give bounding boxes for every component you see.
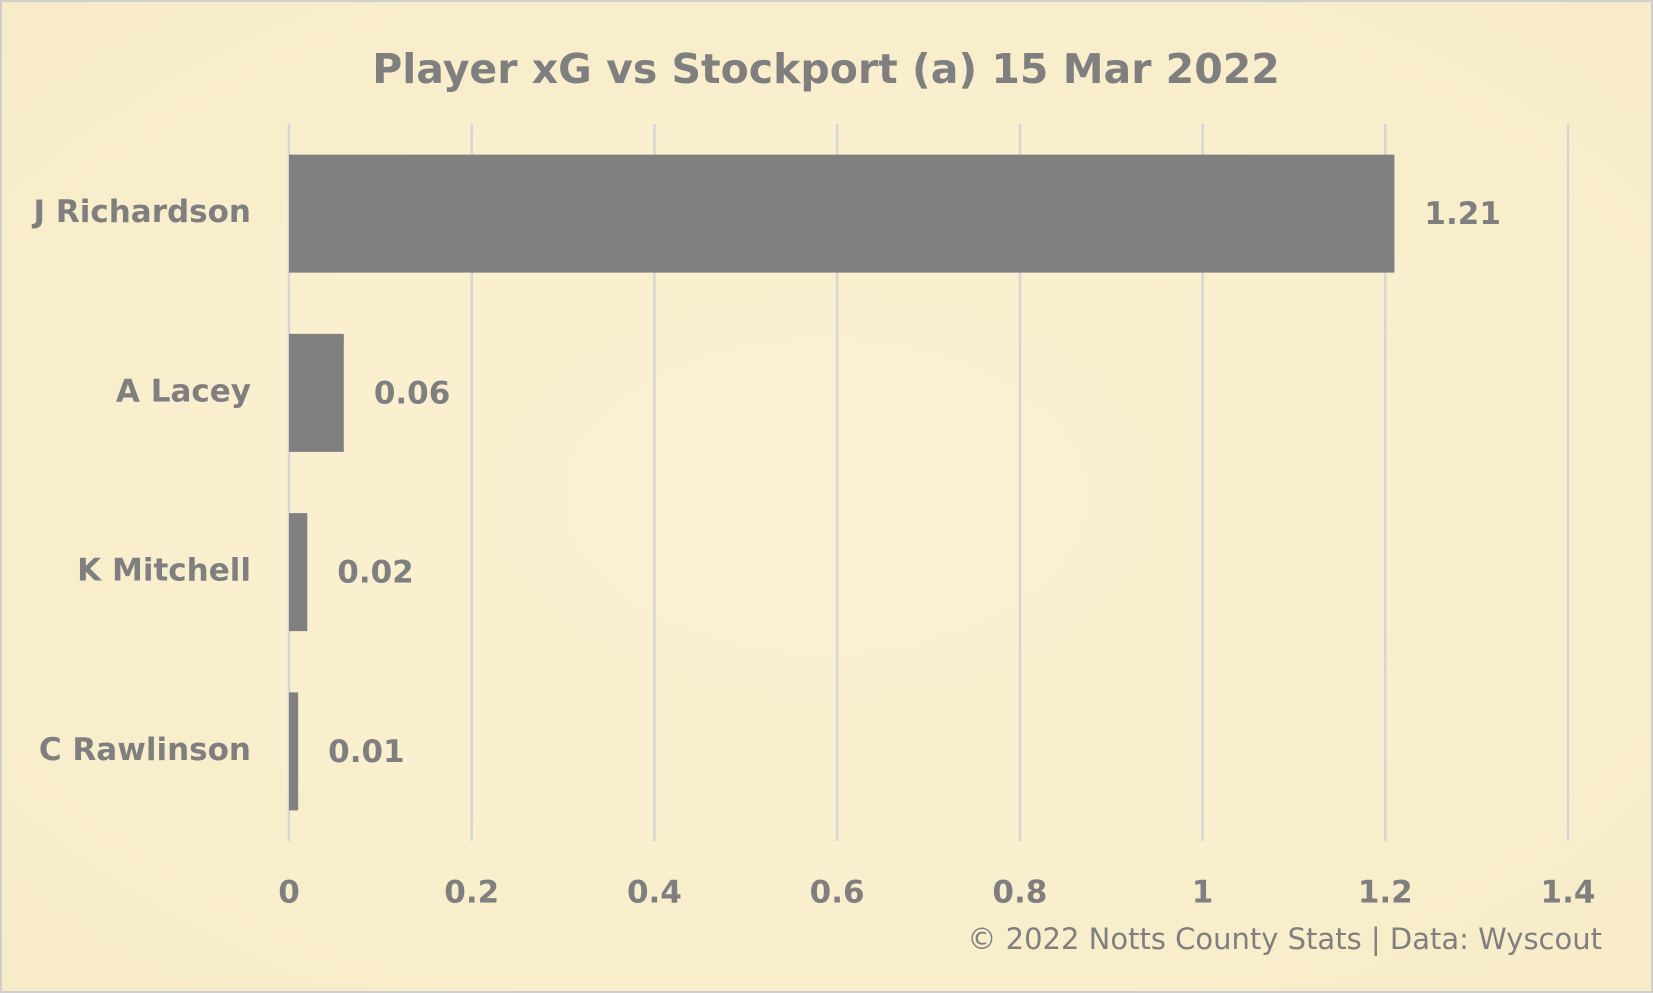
bar (289, 333, 344, 452)
x-tick-label: 0 (278, 875, 300, 911)
value-label: 0.01 (328, 734, 405, 770)
x-tick-label: 0.6 (810, 875, 865, 911)
y-tick-label: J Richardson (32, 194, 251, 230)
bar (289, 154, 1395, 273)
y-tick-label: K Mitchell (77, 553, 251, 589)
value-label: 0.06 (374, 375, 451, 411)
y-tick-label: C Rawlinson (39, 732, 251, 768)
x-tick-label: 1.2 (1358, 875, 1413, 911)
x-tick-label: 1 (1192, 875, 1214, 911)
value-label: 0.02 (337, 555, 414, 591)
bar (289, 692, 299, 811)
chart-title: Player xG vs Stockport (a) 15 Mar 2022 (372, 45, 1280, 93)
y-tick-label: A Lacey (116, 373, 251, 409)
value-label: 1.21 (1424, 196, 1501, 232)
x-tick-label: 0.2 (444, 875, 499, 911)
x-tick-label: 0.8 (992, 875, 1047, 911)
x-tick-label: 0.4 (627, 875, 682, 911)
bar (289, 513, 308, 632)
x-tick-label: 1.4 (1541, 875, 1596, 911)
footer: © 2022 Notts County Stats | Data: Wyscou… (967, 922, 1602, 956)
